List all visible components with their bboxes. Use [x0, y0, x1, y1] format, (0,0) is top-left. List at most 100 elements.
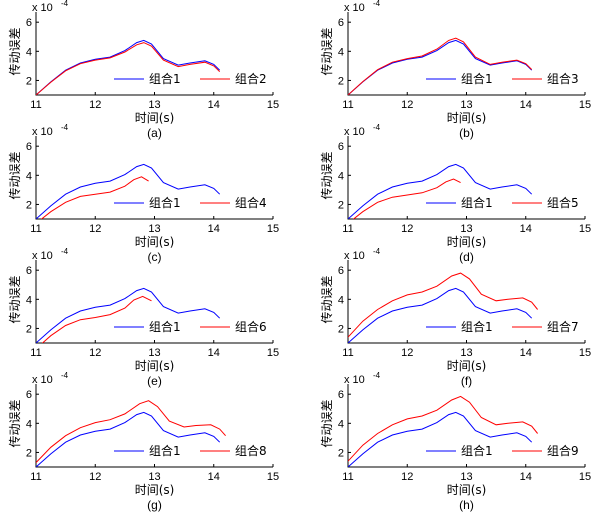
panel-caption: (f) — [461, 374, 472, 388]
x-tick-label: 12 — [401, 471, 413, 483]
y-axis-label: 传动误差 — [7, 27, 22, 75]
x-tick-label: 11 — [30, 223, 41, 235]
legend-entry-1: 组合1 — [461, 319, 493, 334]
x-axis-label: 时间(s) — [447, 483, 487, 497]
x-axis-label: 时间(s) — [135, 483, 175, 497]
y-tick-label: 4 — [26, 46, 32, 58]
x-tick-label: 14 — [208, 347, 220, 359]
y-tick-label: 6 — [26, 141, 32, 153]
x-tick-label: 14 — [520, 99, 532, 111]
x-tick-label: 14 — [208, 471, 220, 483]
y-tick-label: 2 — [338, 323, 344, 335]
series-line-2 — [352, 178, 461, 219]
x-tick-label: 11 — [342, 471, 353, 483]
y-tick-label: 2 — [338, 75, 344, 87]
y-tick-label: 4 — [338, 294, 344, 306]
series-line-1 — [348, 287, 533, 343]
x-tick-label: 12 — [401, 347, 413, 359]
x-tick-label: 15 — [267, 223, 279, 235]
legend-entry-2: 组合6 — [235, 319, 267, 334]
x-tick-label: 15 — [579, 471, 591, 483]
y-multiplier: x 10 — [32, 374, 53, 386]
series-line-2 — [41, 295, 152, 343]
y-axis-label: 传动误差 — [7, 275, 22, 323]
panel-caption: (h) — [459, 498, 474, 512]
y-multiplier: x 10 — [344, 250, 365, 262]
series-group — [348, 272, 538, 343]
x-tick-label: 12 — [89, 99, 101, 111]
series-group — [348, 163, 533, 219]
y-multiplier: x 10 — [32, 250, 53, 262]
series-line-1 — [348, 411, 533, 467]
x-tick-label: 11 — [30, 471, 41, 483]
y-tick-label: 2 — [338, 199, 344, 211]
y-tick-label: 2 — [26, 447, 32, 459]
y-tick-label: 2 — [26, 199, 32, 211]
series-line-1 — [348, 163, 533, 219]
x-tick-label: 11 — [30, 347, 41, 359]
y-multiplier: x 10 — [344, 126, 365, 138]
x-tick-label: 15 — [579, 347, 591, 359]
y-tick-label: 4 — [338, 46, 344, 58]
x-tick-label: 13 — [148, 99, 160, 111]
x-tick-label: 13 — [148, 471, 160, 483]
panel-caption: (c) — [148, 250, 162, 264]
y-tick-label: 2 — [26, 75, 32, 87]
x-tick-label: 13 — [460, 347, 472, 359]
panel-caption: (b) — [459, 126, 474, 140]
legend-entry-2: 组合5 — [547, 195, 579, 210]
x-tick-label: 14 — [520, 347, 532, 359]
panel-caption: (a) — [147, 126, 162, 140]
y-multiplier-exponent: -4 — [373, 0, 381, 8]
y-tick-label: 6 — [26, 389, 32, 401]
x-axis-label: 时间(s) — [135, 111, 175, 125]
y-axis-label: 传动误差 — [319, 27, 334, 75]
x-tick-label: 11 — [342, 347, 353, 359]
series-group — [348, 37, 533, 95]
series-line-2 — [36, 400, 226, 463]
y-tick-label: 4 — [338, 418, 344, 430]
legend-entry-2: 组合9 — [547, 443, 579, 458]
x-tick-label: 12 — [401, 99, 413, 111]
x-tick-label: 12 — [89, 223, 101, 235]
y-axis-label: 传动误差 — [319, 151, 334, 199]
y-axis-label: 传动误差 — [319, 275, 334, 323]
x-tick-label: 13 — [460, 223, 472, 235]
series-line-2 — [36, 42, 221, 95]
y-multiplier: x 10 — [32, 2, 53, 14]
x-tick-label: 13 — [148, 223, 160, 235]
x-tick-label: 13 — [460, 99, 472, 111]
panel-caption: (d) — [459, 250, 474, 264]
y-tick-label: 6 — [26, 265, 32, 277]
series-line-2 — [348, 395, 538, 462]
legend-entry-1: 组合1 — [461, 195, 493, 210]
y-tick-label: 4 — [26, 294, 32, 306]
x-tick-label: 15 — [579, 99, 591, 111]
series-line-1 — [36, 287, 221, 343]
legend-entry-2: 组合8 — [235, 443, 267, 458]
x-axis-label: 时间(s) — [447, 111, 487, 125]
legend-entry-2: 组合3 — [547, 71, 579, 86]
y-tick-label: 6 — [338, 265, 344, 277]
y-tick-label: 2 — [26, 323, 32, 335]
x-tick-label: 12 — [89, 347, 101, 359]
y-multiplier-exponent: -4 — [61, 371, 69, 380]
x-axis-label: 时间(s) — [135, 359, 175, 373]
x-tick-label: 14 — [520, 223, 532, 235]
x-tick-label: 11 — [30, 99, 41, 111]
x-tick-label: 13 — [460, 471, 472, 483]
x-tick-label: 15 — [267, 471, 279, 483]
legend-entry-1: 组合1 — [149, 319, 181, 334]
legend-entry-2: 组合7 — [547, 319, 579, 334]
legend-entry-1: 组合1 — [149, 195, 181, 210]
x-tick-label: 11 — [342, 99, 353, 111]
y-multiplier: x 10 — [344, 374, 365, 386]
y-tick-label: 4 — [26, 418, 32, 430]
panel-caption: (e) — [147, 374, 162, 388]
